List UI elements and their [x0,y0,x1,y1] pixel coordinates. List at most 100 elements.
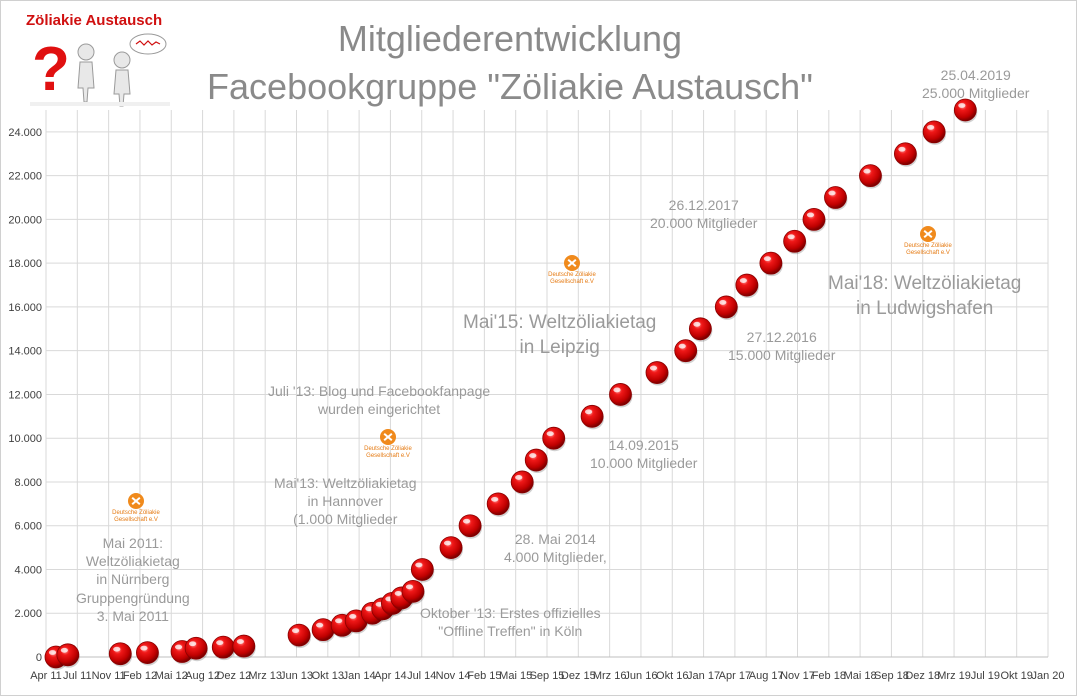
x-tick-label: Dez 15 [561,670,596,682]
annotation-line: 4.000 Mitglieder, [504,549,607,566]
x-tick-label: Dez 18 [905,670,940,682]
data-point [410,558,435,583]
data-point [759,251,783,277]
data-point-highlight [365,606,373,612]
annotation-weltzoeliakietag-2015: Mai'15: Weltzöliakietag in Leipzig [463,311,656,360]
data-point [311,618,336,643]
data-point [674,339,698,364]
point-layer [44,98,978,670]
data-point-ball [922,120,946,144]
data-point-ball [232,634,256,658]
data-point-highlight [584,409,593,415]
annotation-offline-meeting: Oktober '13: Erstes offizielles "Offline… [420,604,601,640]
dzg-logo-text: Gesellschaft e.V [550,279,594,285]
dzg-logo-text: Gesellschaft e.V [114,517,158,523]
data-point [287,623,312,649]
x-tick-label: Okt 16 [656,670,688,682]
x-tick-label: Nov 17 [780,670,815,682]
data-point [401,579,425,605]
data-point [714,295,739,320]
data-point-ball [184,636,208,660]
data-point-highlight [316,622,324,628]
data-point [609,383,633,408]
data-point-highlight [349,613,357,619]
data-point [542,426,566,452]
data-point [735,273,759,299]
chart-title-line2: Facebookgruppe "Zöliakie Austausch" [207,66,813,107]
annotation-line: 25.000 Mitglieder [922,85,1030,102]
data-point [390,586,414,611]
data-point-highlight [763,256,771,262]
y-tick-label: 14.000 [8,346,42,358]
data-point [783,229,807,255]
data-point-highlight [60,647,68,653]
annotation-line: 26.12.2017 [668,197,739,213]
annotation-line: 20.000 Mitglieder [650,215,758,232]
x-tick-label: Sep 15 [530,670,565,682]
data-point [524,448,549,474]
annotation-weltzoeliakietag-2013: Mai'13: Weltzöliakietag in Hannover (1.0… [274,474,416,529]
dzg-logo-icon: Deutsche Zöliakie Gesellschaft e.V [106,493,166,524]
dzg-logo-text: Deutsche Zöliakie [548,272,596,278]
x-tick-label: Apr 11 [30,670,62,682]
x-tick-label: Dez 12 [216,670,251,682]
x-tick-label: Jul 19 [971,670,1000,682]
data-point-ball [674,339,698,363]
data-point-highlight [546,431,554,437]
data-point-highlight [113,646,121,652]
data-point [458,514,483,539]
x-tick-label: Jun 16 [624,670,657,682]
data-point-ball [401,579,425,603]
data-point [232,634,256,660]
data-point-ball [824,186,847,209]
x-tick-label: Aug 12 [185,670,220,682]
data-point-ball [688,317,712,341]
x-tick-label: Feb 12 [123,670,157,682]
y-tick-label: 4.000 [14,564,42,576]
dzg-logo-text: Deutsche Zöliakie [904,243,952,249]
data-point-highlight [828,190,836,196]
svg-text:?: ? [32,35,70,104]
data-point-highlight [863,168,871,174]
y-tick-label: 22.000 [8,171,42,183]
x-tick-label: Feb 18 [812,670,846,682]
x-tick-label: Mai 15 [499,670,532,682]
annotation-line: (1.000 Mitglieder [293,511,398,528]
annotation-line: Mai'13: Weltzöliakietag [274,475,417,491]
data-point-ball [211,635,235,659]
data-point [486,492,511,517]
annotation-line: in Hannover [307,493,383,510]
data-point [824,186,848,211]
annotation-line: wurden eingerichtet [317,401,441,418]
data-point [953,98,978,123]
brand-name: Zöliakie Austausch [26,12,163,29]
data-point-highlight [693,321,701,327]
annotation-line: Mai'18: Weltzöliakietag [828,273,1022,294]
data-point [802,207,826,233]
x-tick-label: Okt 19 [1000,670,1032,682]
annotation-20000: 26.12.2017 20.000 Mitglieder [650,196,757,232]
y-tick-label: 8.000 [14,477,42,489]
annotation-line: in Ludwigshafen [856,297,994,319]
data-point-highlight [394,591,402,596]
data-point-highlight [719,300,727,305]
data-point-ball [580,404,604,428]
data-point-ball [486,492,510,516]
axis-layer: 0 2.000 4.000 6.000 8.000 10.000 12.000 14.000 1… [8,127,1064,682]
dzg-badge-icon [380,429,396,445]
grid-layer [45,110,1049,658]
data-point-ball [136,641,159,665]
data-point [645,361,669,386]
annotation-line: 28. Mai 2014 [514,531,596,547]
data-point-ball [56,643,80,667]
annotation-line: Juli '13: Blog und Facebookfanpage [268,383,491,399]
data-point [184,636,209,662]
data-point-ball [609,383,632,406]
x-tick-label: Mai 18 [844,670,877,682]
data-point-ball [410,558,434,581]
x-tick-label: Apr 17 [719,670,751,682]
y-tick-label: 0 [36,652,42,664]
data-point-ball [439,536,463,559]
dzg-logo-text: Gesellschaft e.V [366,453,410,459]
